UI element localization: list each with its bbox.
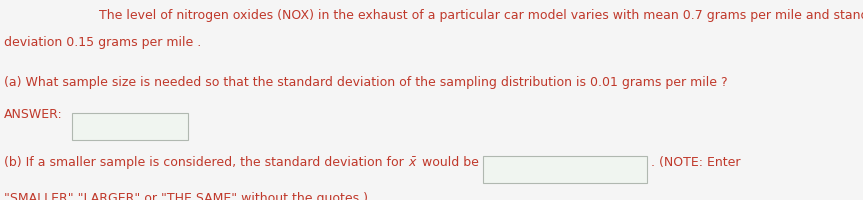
FancyBboxPatch shape bbox=[483, 156, 647, 183]
Text: "SMALLER","LARGER" or "THE SAME" without the quotes.): "SMALLER","LARGER" or "THE SAME" without… bbox=[4, 192, 369, 200]
Text: $\bar{x}$: $\bar{x}$ bbox=[408, 156, 418, 170]
Text: . (NOTE: Enter: . (NOTE: Enter bbox=[652, 156, 740, 169]
Text: (b) If a smaller sample is considered, the standard deviation for: (b) If a smaller sample is considered, t… bbox=[4, 156, 408, 169]
Text: The level of nitrogen oxides (NOX) in the exhaust of a particular car model vari: The level of nitrogen oxides (NOX) in th… bbox=[99, 9, 863, 22]
Text: ANSWER:: ANSWER: bbox=[4, 108, 63, 121]
Text: deviation 0.15 grams per mile .: deviation 0.15 grams per mile . bbox=[4, 36, 202, 49]
Text: (a) What sample size is needed so that the standard deviation of the sampling di: (a) What sample size is needed so that t… bbox=[4, 76, 728, 89]
Text: would be: would be bbox=[418, 156, 479, 169]
FancyBboxPatch shape bbox=[72, 113, 188, 140]
